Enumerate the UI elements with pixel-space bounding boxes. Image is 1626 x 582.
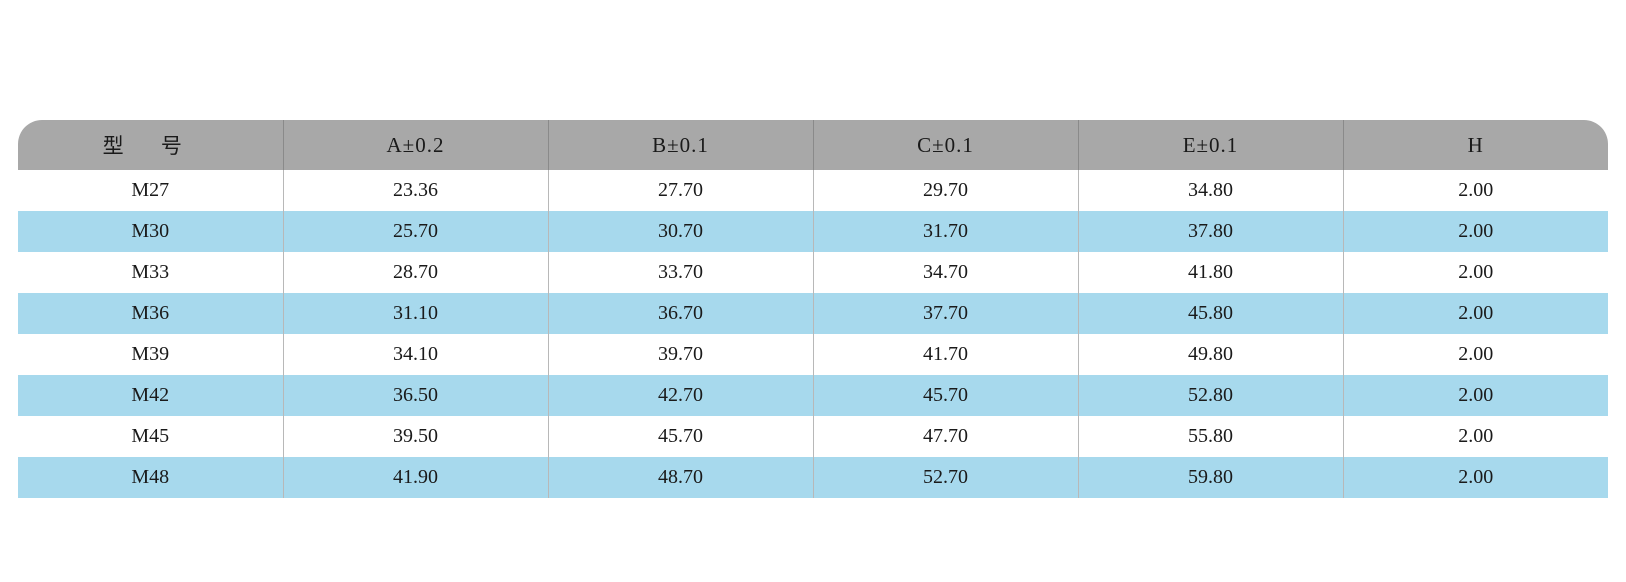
table-row: M33 28.70 33.70 34.70 41.80 2.00 (18, 252, 1608, 293)
cell-h: 2.00 (1343, 293, 1608, 334)
cell-h: 2.00 (1343, 252, 1608, 293)
cell-b: 27.70 (548, 170, 813, 211)
table-row: M27 23.36 27.70 29.70 34.80 2.00 (18, 170, 1608, 211)
cell-h: 2.00 (1343, 334, 1608, 375)
cell-a: 34.10 (283, 334, 548, 375)
cell-b: 42.70 (548, 375, 813, 416)
cell-c: 41.70 (813, 334, 1078, 375)
cell-c: 34.70 (813, 252, 1078, 293)
cell-e: 45.80 (1078, 293, 1343, 334)
cell-c: 37.70 (813, 293, 1078, 334)
cell-model: M27 (18, 170, 283, 211)
col-header-h: H (1343, 120, 1608, 170)
table-row: M48 41.90 48.70 52.70 59.80 2.00 (18, 457, 1608, 498)
table-row: M45 39.50 45.70 47.70 55.80 2.00 (18, 416, 1608, 457)
col-header-b: B±0.1 (548, 120, 813, 170)
table-row: M39 34.10 39.70 41.70 49.80 2.00 (18, 334, 1608, 375)
spec-table: 型 号 A±0.2 B±0.1 C±0.1 E±0.1 H M27 23.36 … (18, 120, 1608, 498)
cell-model: M45 (18, 416, 283, 457)
col-header-model: 型 号 (18, 120, 283, 170)
cell-e: 49.80 (1078, 334, 1343, 375)
cell-c: 29.70 (813, 170, 1078, 211)
cell-a: 31.10 (283, 293, 548, 334)
table-row: M42 36.50 42.70 45.70 52.80 2.00 (18, 375, 1608, 416)
cell-c: 52.70 (813, 457, 1078, 498)
cell-e: 59.80 (1078, 457, 1343, 498)
cell-a: 25.70 (283, 211, 548, 252)
cell-h: 2.00 (1343, 170, 1608, 211)
cell-model: M48 (18, 457, 283, 498)
cell-model: M42 (18, 375, 283, 416)
cell-c: 45.70 (813, 375, 1078, 416)
cell-b: 45.70 (548, 416, 813, 457)
cell-c: 47.70 (813, 416, 1078, 457)
cell-a: 28.70 (283, 252, 548, 293)
cell-a: 39.50 (283, 416, 548, 457)
col-header-a: A±0.2 (283, 120, 548, 170)
cell-b: 30.70 (548, 211, 813, 252)
cell-a: 41.90 (283, 457, 548, 498)
cell-model: M33 (18, 252, 283, 293)
cell-b: 39.70 (548, 334, 813, 375)
cell-model: M39 (18, 334, 283, 375)
cell-e: 37.80 (1078, 211, 1343, 252)
cell-a: 36.50 (283, 375, 548, 416)
cell-h: 2.00 (1343, 375, 1608, 416)
cell-b: 33.70 (548, 252, 813, 293)
col-header-e: E±0.1 (1078, 120, 1343, 170)
cell-h: 2.00 (1343, 416, 1608, 457)
cell-e: 34.80 (1078, 170, 1343, 211)
cell-c: 31.70 (813, 211, 1078, 252)
cell-a: 23.36 (283, 170, 548, 211)
table-row: M36 31.10 36.70 37.70 45.80 2.00 (18, 293, 1608, 334)
cell-e: 52.80 (1078, 375, 1343, 416)
table-row: M30 25.70 30.70 31.70 37.80 2.00 (18, 211, 1608, 252)
table-header-row: 型 号 A±0.2 B±0.1 C±0.1 E±0.1 H (18, 120, 1608, 170)
cell-model: M36 (18, 293, 283, 334)
cell-b: 48.70 (548, 457, 813, 498)
col-header-c: C±0.1 (813, 120, 1078, 170)
cell-h: 2.00 (1343, 457, 1608, 498)
cell-h: 2.00 (1343, 211, 1608, 252)
cell-model: M30 (18, 211, 283, 252)
cell-e: 41.80 (1078, 252, 1343, 293)
cell-b: 36.70 (548, 293, 813, 334)
cell-e: 55.80 (1078, 416, 1343, 457)
